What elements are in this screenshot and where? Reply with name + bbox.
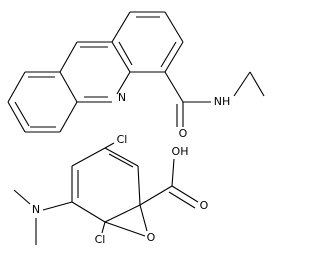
atom-label: Cl bbox=[117, 133, 128, 146]
atom-label: Cl bbox=[95, 233, 106, 246]
molecule-diagram: N O NH Cl OH O N Cl O bbox=[7, 11, 265, 246]
atom-labels: N O NH Cl OH O N Cl O bbox=[32, 91, 230, 246]
atom-label: N bbox=[32, 203, 40, 216]
atom-label: O bbox=[147, 231, 156, 244]
atom-label: OH bbox=[172, 145, 189, 158]
atom-label: O bbox=[179, 127, 188, 140]
atom-label: N bbox=[118, 91, 126, 104]
atom-label: O bbox=[200, 199, 209, 212]
atom-label: NH bbox=[214, 95, 231, 108]
bonds bbox=[7, 11, 265, 245]
